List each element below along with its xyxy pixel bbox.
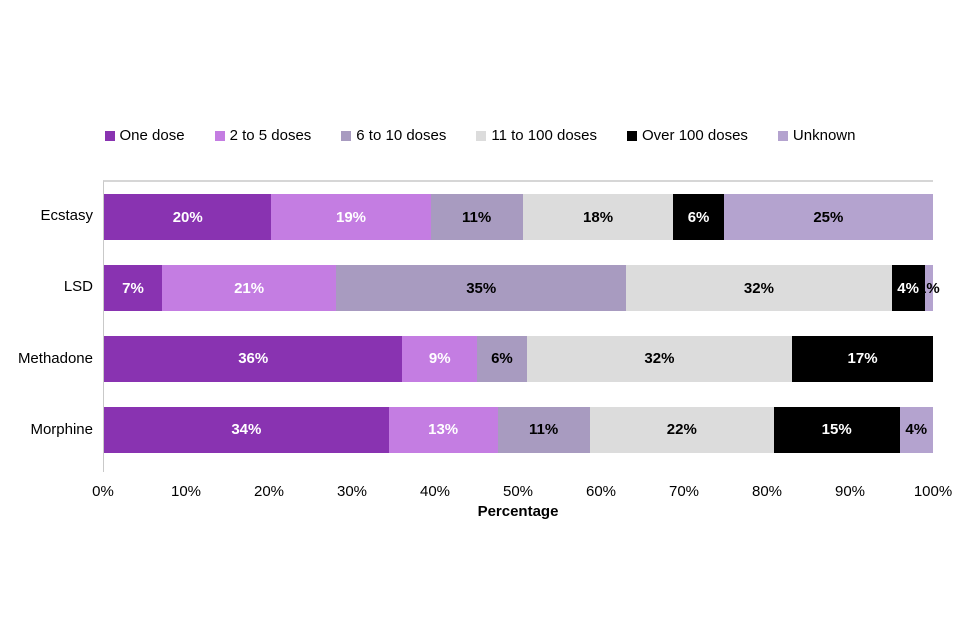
x-tick-label: 10% [170, 483, 202, 500]
bar-row: 20% 19% 11% 18% 6% 25% [104, 182, 933, 253]
segment-label: 19% [336, 208, 367, 226]
segment-label: 18% [583, 208, 614, 226]
segment-label: 17% [847, 350, 878, 368]
legend-item: One dose [104, 127, 185, 144]
legend-label: 6 to 10 doses [356, 127, 447, 144]
x-tick-label: 100% [913, 483, 953, 500]
bar-segment: 25% [723, 194, 933, 241]
segment-label: 11% [462, 208, 492, 226]
bar-segment: 35% [336, 265, 627, 312]
segment-label: 20% [172, 208, 203, 226]
x-tick-label: 20% [253, 483, 285, 500]
x-tick-label: 70% [668, 483, 700, 500]
x-tick-label: 60% [585, 483, 617, 500]
legend: One dose 2 to 5 doses 6 to 10 doses 11 to 1… [0, 127, 960, 144]
legend-swatch [627, 130, 638, 141]
legend-swatch [214, 130, 225, 141]
x-tick-label: 90% [834, 483, 866, 500]
bar-segment: 20% [104, 194, 272, 241]
plot-area: 20% 19% 11% 18% 6% 25% 7% 21% 35% 32% 4% 1% 36% 9% 6% 3… [103, 180, 940, 465]
bar-segment: 7% [104, 265, 163, 312]
bar-segment: 11% [430, 194, 523, 241]
bar-segment: 19% [271, 194, 431, 241]
segment-label: 35% [466, 279, 497, 297]
segment-label: 34% [231, 421, 262, 439]
category-labels: Ecstasy LSD Methadone Morphine [0, 180, 93, 465]
segment-label: 21% [234, 279, 265, 297]
segment-label: 11% [529, 421, 559, 439]
segment-label: 4% [905, 421, 928, 439]
x-tick-label: 30% [336, 483, 368, 500]
legend-label: Unknown [792, 127, 856, 144]
bar-segment: 32% [626, 265, 892, 312]
bar: 7% 21% 35% 32% 4% 1% [104, 265, 940, 312]
zero-tick-mark [103, 465, 104, 472]
bar-segment: 4% [899, 406, 933, 453]
legend-swatch [341, 130, 352, 141]
segment-label: 6% [687, 208, 710, 226]
segment-label: 4% [897, 279, 919, 297]
bar-segment: 17% [792, 335, 933, 382]
legend-swatch [104, 130, 115, 141]
legend-item: 6 to 10 doses [341, 127, 446, 144]
bar-segment: 11% [497, 406, 590, 453]
x-tick-label: 80% [751, 483, 783, 500]
category-label: LSD [63, 278, 93, 296]
segment-label: 15% [821, 421, 852, 439]
bar-segment: 6% [673, 194, 724, 241]
category-label: Ecstasy [40, 207, 93, 225]
bar-row: 7% 21% 35% 32% 4% 1% [104, 253, 940, 324]
legend-label: One dose [119, 127, 185, 144]
x-axis: 0% 10% 20% 30% 40% 50% 60% 70% 80% 90% 100% [92, 483, 952, 501]
segment-label: 32% [644, 350, 675, 368]
x-tick-label: 40% [419, 483, 451, 500]
bar-segment: 1% [918, 265, 940, 312]
legend-item: 11 to 100 doses [476, 127, 597, 144]
legend-swatch [476, 130, 487, 141]
segment-label: 7% [122, 279, 144, 297]
segment-label: 9% [428, 350, 451, 368]
segment-label: 32% [743, 279, 774, 297]
x-tick-label: 50% [502, 483, 534, 500]
bar-segment: 9% [402, 335, 478, 382]
segment-label: 25% [813, 208, 844, 226]
segment-label: 6% [491, 350, 513, 368]
category-label: Methadone [17, 349, 93, 367]
category-label: Morphine [30, 420, 93, 438]
bar-segment: 13% [388, 406, 498, 453]
x-axis-title: Percentage [477, 503, 559, 520]
legend-label: 2 to 5 doses [229, 127, 312, 144]
bar: 34% 13% 11% 22% 15% 4% [104, 406, 933, 453]
bar-segment: 15% [773, 406, 900, 453]
bar: 20% 19% 11% 18% 6% 25% [104, 194, 933, 241]
x-tick-label: 0% [92, 483, 114, 500]
bar-segment: 6% [477, 335, 527, 382]
segment-label: 36% [238, 350, 269, 368]
segment-label: 1% [918, 279, 940, 297]
bar-segment: 32% [526, 335, 793, 382]
bar-segment: 18% [522, 194, 674, 241]
bar-segment: 34% [104, 406, 389, 453]
bar: 36% 9% 6% 32% 17% [104, 335, 933, 382]
legend-label: Over 100 doses [642, 127, 748, 144]
bar-row: 34% 13% 11% 22% 15% 4% [104, 394, 933, 465]
bar-segment: 21% [162, 265, 337, 312]
bar-segment: 36% [104, 335, 403, 382]
bar-segment: 22% [589, 406, 774, 453]
segment-label: 22% [666, 421, 697, 439]
bar-row: 36% 9% 6% 32% 17% [104, 324, 933, 395]
legend-item: Unknown [777, 127, 856, 144]
segment-label: 13% [428, 421, 459, 439]
bar-segment: 4% [891, 265, 925, 312]
legend-label: 11 to 100 doses [491, 127, 598, 144]
legend-item: Over 100 doses [627, 127, 748, 144]
legend-item: 2 to 5 doses [214, 127, 312, 144]
legend-swatch [777, 130, 788, 141]
